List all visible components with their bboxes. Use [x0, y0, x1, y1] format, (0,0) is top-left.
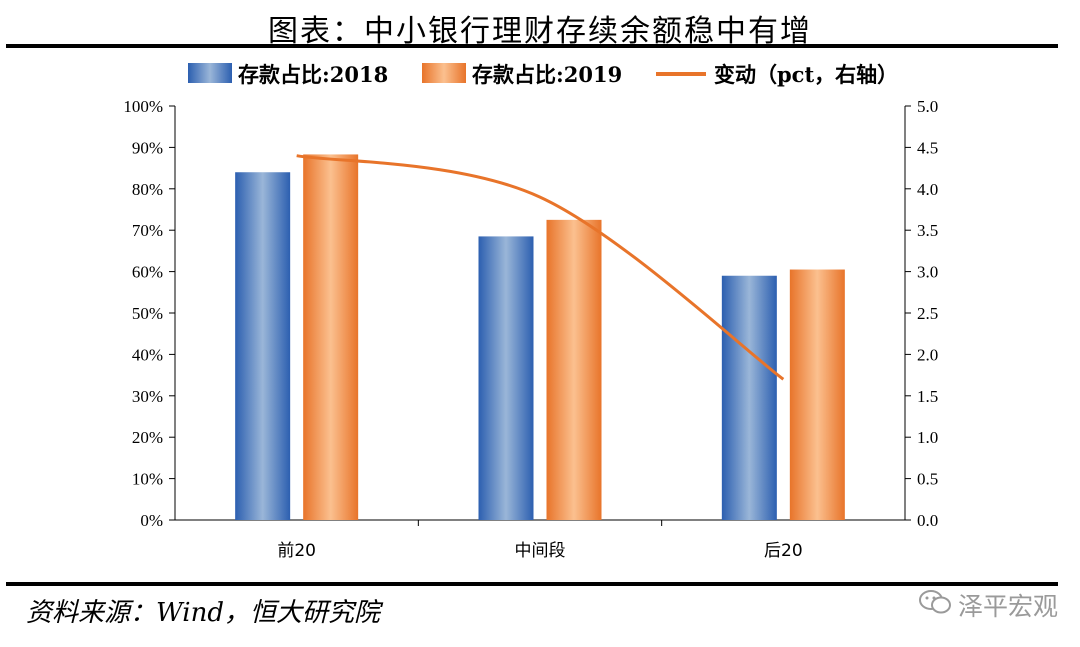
top-rule	[6, 44, 1058, 48]
left-tick-label: 80%	[132, 180, 163, 199]
legend: 存款占比:2018 存款占比:2019 变动（pct，右轴）	[188, 62, 898, 87]
legend-label: 存款占比:2019	[472, 62, 622, 87]
right-tick-label: 2.5	[917, 304, 938, 323]
right-tick-label: 5.0	[917, 97, 938, 116]
left-tick-label: 60%	[132, 263, 163, 282]
bar-2018	[235, 172, 291, 521]
change-line	[296, 154, 785, 381]
right-tick-label: 0.5	[917, 470, 938, 489]
bar-2018	[478, 236, 534, 520]
legend-label: 变动（pct，右轴）	[714, 62, 898, 87]
x-tick-label: 后20	[764, 541, 803, 561]
legend-swatch-2019	[422, 63, 466, 83]
right-tick-label: 2.0	[917, 345, 938, 364]
left-tick-label: 0%	[140, 511, 163, 530]
left-tick-label: 40%	[132, 345, 163, 364]
left-tick-label: 70%	[132, 221, 163, 240]
legend-label: 存款占比:2018	[238, 62, 388, 87]
x-tick-label: 前20	[277, 541, 316, 561]
bar-2018	[721, 275, 777, 520]
wechat-icon	[918, 589, 952, 621]
right-tick-label: 3.0	[917, 263, 938, 282]
watermark-text: 泽平宏观	[957, 592, 1058, 621]
source-note: 资料来源：Wind，恒大研究院	[26, 598, 380, 628]
watermark: 泽平宏观	[918, 587, 1058, 623]
right-tick-label: 0.0	[917, 511, 938, 530]
right-tick-label: 4.5	[917, 138, 938, 157]
x-tick-label: 中间段	[515, 541, 566, 561]
left-tick-label: 30%	[132, 387, 163, 406]
left-tick-label: 20%	[132, 428, 163, 447]
left-tick-label: 90%	[132, 138, 163, 157]
right-tick-label: 3.5	[917, 221, 938, 240]
bar-2019	[303, 154, 359, 521]
bar-2019	[546, 219, 602, 520]
chart-title: 图表：中小银行理财存续余额稳中有增	[268, 14, 812, 49]
right-tick-label: 4.0	[917, 180, 938, 199]
left-tick-label: 100%	[123, 97, 163, 116]
legend-swatch-2018	[188, 63, 232, 83]
left-tick-label: 50%	[132, 304, 163, 323]
bottom-rule	[6, 582, 1058, 586]
right-tick-label: 1.5	[917, 387, 938, 406]
left-tick-label: 10%	[132, 470, 163, 489]
combo-chart: 存款占比:2018 存款占比:2019 变动（pct，右轴） 0% 10% 20% 30%…	[123, 62, 938, 561]
bar-2019	[789, 269, 845, 520]
right-tick-label: 1.0	[917, 428, 938, 447]
